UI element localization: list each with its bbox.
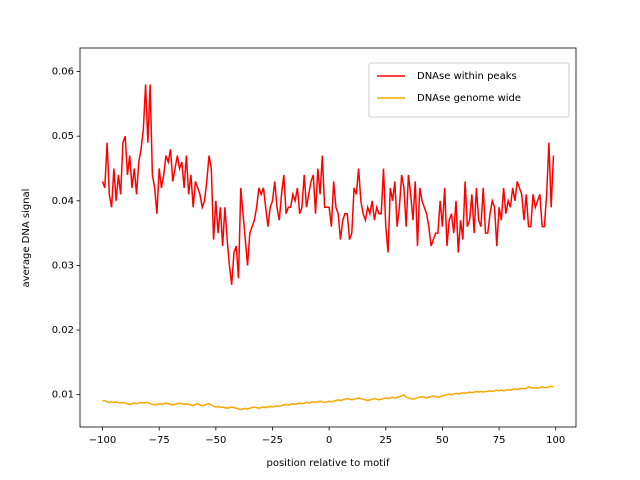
- x-tick-label: 75: [493, 435, 506, 446]
- x-tick-label: −100: [89, 435, 116, 446]
- x-tick-label: 0: [326, 435, 332, 446]
- x-tick-label: −50: [205, 435, 226, 446]
- y-tick-label: 0.01: [52, 390, 74, 401]
- x-tick-label: 25: [379, 435, 392, 446]
- y-tick-label: 0.02: [52, 325, 74, 336]
- x-tick-label: 50: [436, 435, 449, 446]
- line-series: [101, 84, 555, 285]
- legend-box: [368, 62, 570, 118]
- y-tick-label: 0.05: [52, 131, 74, 142]
- x-tick-label: −75: [149, 435, 170, 446]
- x-tick-label: 100: [546, 435, 565, 446]
- y-tick-label: 0.03: [52, 260, 74, 271]
- legend-label: DNAse genome wide: [417, 93, 521, 104]
- x-tick-label: −25: [262, 435, 283, 446]
- plot-frame: [79, 47, 577, 428]
- y-tick-label: 0.04: [52, 196, 74, 207]
- y-tick-label: 0.06: [52, 67, 74, 78]
- legend-label: DNAse within peaks: [417, 71, 517, 82]
- x-axis-label: position relative to motif: [267, 458, 390, 469]
- y-axis-label: average DNA signal: [21, 189, 32, 288]
- line-series: [102, 385, 554, 411]
